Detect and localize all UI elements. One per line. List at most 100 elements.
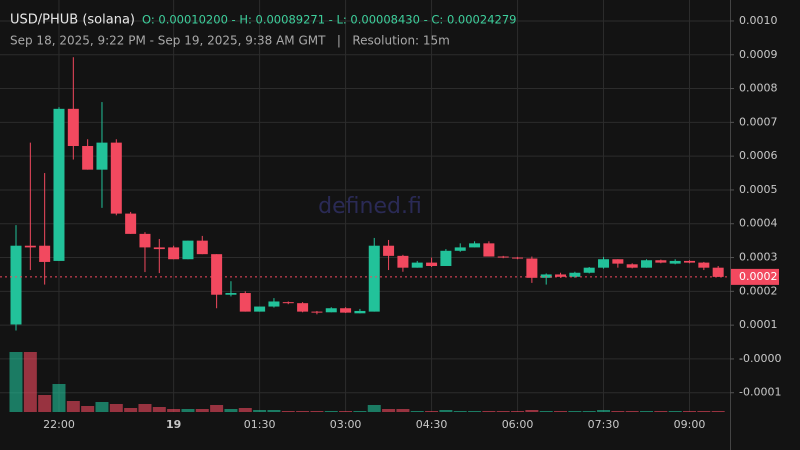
candle-body bbox=[225, 293, 237, 295]
candle-body bbox=[698, 262, 710, 268]
candle-body bbox=[526, 258, 538, 278]
volume-bar bbox=[195, 409, 209, 412]
chart-subtitle: Sep 18, 2025, 9:22 PM - Sep 19, 2025, 9:… bbox=[10, 34, 450, 48]
volume-bar bbox=[281, 411, 295, 412]
y-tick-label: 0.0003 bbox=[739, 251, 778, 264]
volume-bar bbox=[382, 409, 396, 412]
candle-body bbox=[354, 310, 366, 314]
volume-bar bbox=[238, 408, 252, 412]
volume-bar bbox=[310, 411, 324, 412]
y-tick-label: -0.0001 bbox=[739, 386, 781, 399]
volume-bar bbox=[52, 384, 66, 412]
volume-bar bbox=[152, 407, 166, 412]
y-tick-label: 0.0004 bbox=[739, 217, 778, 230]
volume-bar bbox=[482, 411, 496, 412]
candle-body bbox=[540, 274, 552, 278]
y-tick-label: 0.0006 bbox=[739, 149, 778, 162]
y-tick-label: 0.0007 bbox=[739, 115, 778, 128]
candle-body bbox=[440, 250, 452, 266]
candle-body bbox=[555, 274, 567, 277]
y-tick-label: 0.0010 bbox=[739, 14, 778, 27]
volume-bar bbox=[468, 411, 482, 412]
volume-bar bbox=[668, 411, 682, 412]
candle-body bbox=[569, 272, 581, 277]
volume-bar bbox=[324, 411, 338, 412]
watermark: defined.fi bbox=[318, 194, 422, 219]
volume-bar bbox=[654, 411, 668, 412]
volume-bar bbox=[124, 408, 138, 412]
x-tick-label: 06:00 bbox=[502, 418, 534, 431]
candle-body bbox=[497, 256, 509, 258]
y-tick-label: 0.0005 bbox=[739, 183, 778, 196]
candle-body bbox=[641, 260, 653, 268]
candle-body bbox=[411, 262, 423, 268]
candle-body bbox=[612, 259, 624, 264]
x-tick-label: 19 bbox=[166, 418, 181, 431]
x-tick-label: 01:30 bbox=[244, 418, 276, 431]
volume-bar bbox=[554, 411, 568, 412]
x-tick-label: 07:30 bbox=[588, 418, 620, 431]
candle-body bbox=[669, 260, 681, 264]
volume-bar bbox=[95, 402, 109, 412]
candle-body bbox=[125, 213, 137, 234]
volume-bar bbox=[38, 395, 52, 412]
volume-bar bbox=[138, 404, 152, 412]
volume-bar bbox=[396, 409, 410, 412]
volume-bar bbox=[410, 411, 424, 412]
volume-bar bbox=[496, 411, 510, 412]
candle-body bbox=[254, 306, 266, 312]
volume-bar bbox=[568, 411, 582, 412]
x-tick-label: 03:00 bbox=[330, 418, 362, 431]
volume-bar bbox=[439, 410, 453, 412]
volume-bar bbox=[81, 406, 95, 412]
y-tick-label: -0.0000 bbox=[739, 352, 781, 365]
chart-title: USD/PHUB (solana) bbox=[10, 13, 135, 28]
candle-body bbox=[340, 308, 352, 313]
candle-body bbox=[684, 260, 696, 263]
volume-bar bbox=[425, 411, 439, 412]
candle-body bbox=[182, 240, 194, 260]
volume-bar bbox=[683, 411, 697, 412]
candle-body bbox=[483, 243, 495, 257]
candle-body bbox=[53, 108, 65, 261]
candle-body bbox=[297, 303, 309, 312]
x-tick-label: 04:30 bbox=[416, 418, 448, 431]
volume-bar bbox=[625, 411, 639, 412]
y-tick-label: 0.0001 bbox=[739, 318, 778, 331]
candle-body bbox=[598, 259, 610, 268]
volume-bar bbox=[353, 411, 367, 412]
volume-bar bbox=[167, 409, 181, 412]
volume-bar bbox=[267, 410, 281, 412]
candle-body bbox=[239, 293, 251, 312]
y-tick-label: 0.0009 bbox=[739, 48, 778, 61]
candle-body bbox=[10, 245, 22, 325]
volume-bar bbox=[210, 405, 224, 412]
y-tick-label: 0.0002 bbox=[739, 284, 778, 297]
volume-bar bbox=[109, 404, 123, 412]
candle-body bbox=[110, 142, 122, 214]
candle-body bbox=[655, 260, 667, 263]
volume-bar bbox=[66, 401, 80, 412]
volume-bar bbox=[597, 410, 611, 412]
last-price-box bbox=[731, 268, 779, 285]
candle-body bbox=[626, 264, 638, 268]
candle-body bbox=[196, 240, 208, 255]
candle-body bbox=[268, 301, 280, 307]
x-tick-label: 22:00 bbox=[43, 418, 75, 431]
volume-bar bbox=[339, 411, 353, 412]
candle-body bbox=[426, 262, 438, 266]
volume-bar bbox=[539, 411, 553, 412]
candle-body bbox=[211, 254, 223, 295]
candle-body bbox=[454, 247, 466, 251]
volume-bar bbox=[224, 409, 238, 412]
ohlc-summary: O: 0.00010200 - H: 0.00089271 - L: 0.000… bbox=[142, 13, 516, 27]
volume-bar bbox=[9, 352, 23, 412]
candle-body bbox=[24, 245, 36, 248]
volume-bar bbox=[525, 410, 539, 412]
volume-bar bbox=[367, 405, 381, 412]
y-tick-label: 0.0008 bbox=[739, 82, 778, 95]
candle-body bbox=[67, 108, 79, 147]
volume-bar bbox=[453, 411, 467, 412]
